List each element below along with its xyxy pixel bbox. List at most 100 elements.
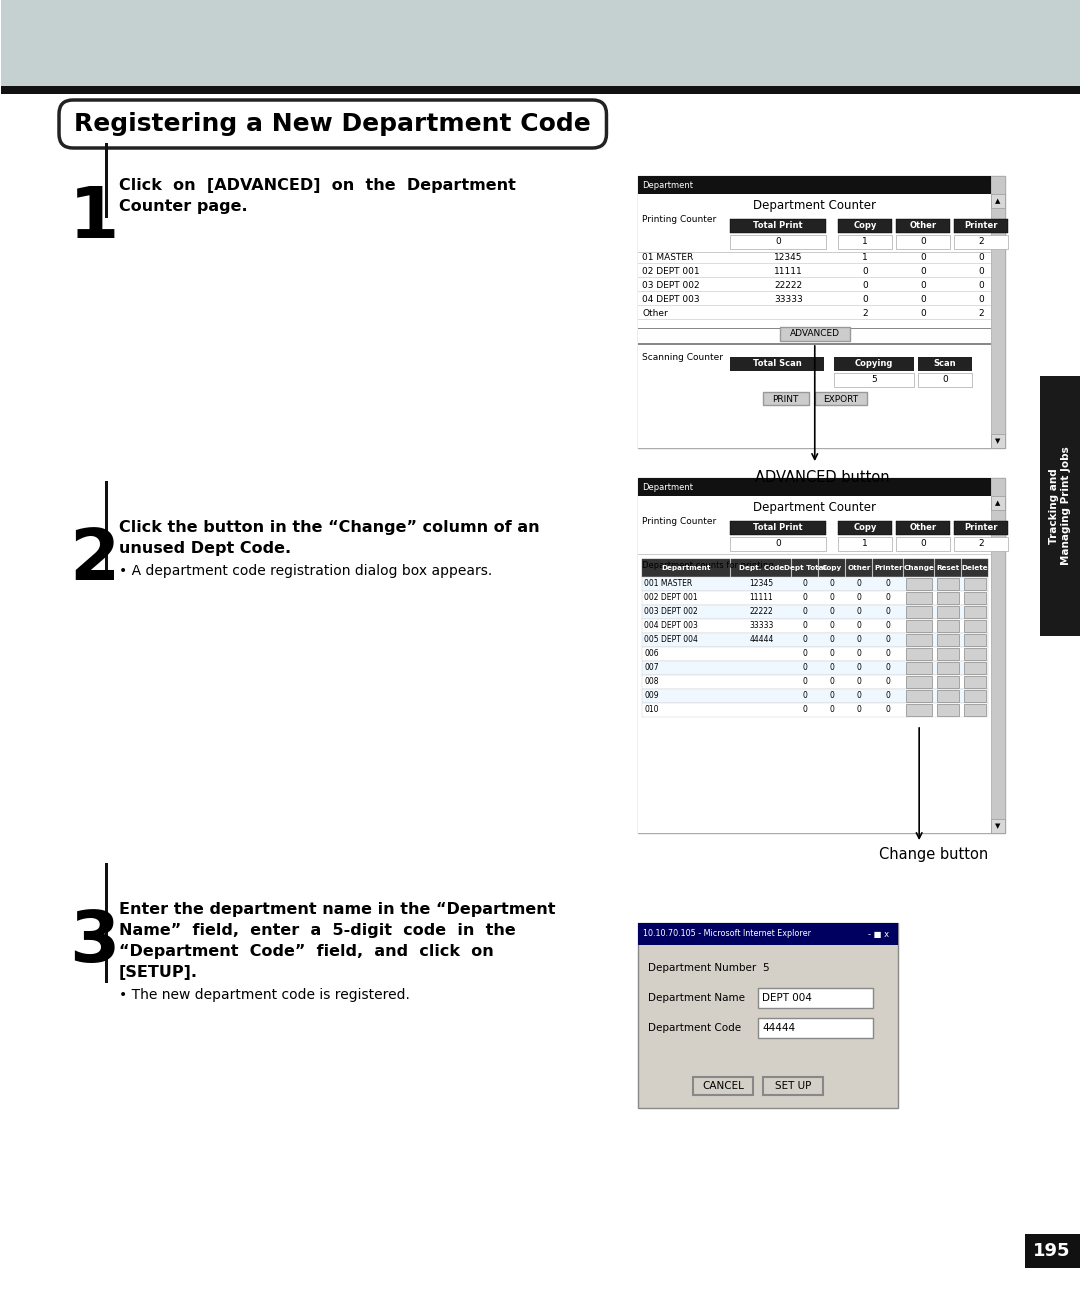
Text: Department Code: Department Code	[648, 1023, 742, 1033]
Bar	[105, 481, 108, 575]
Text: 11111: 11111	[750, 594, 773, 603]
Text: 0: 0	[802, 579, 808, 588]
Bar	[643, 661, 988, 675]
Bar	[730, 356, 824, 371]
Bar	[643, 647, 988, 661]
Bar	[764, 1077, 823, 1095]
Text: 0: 0	[856, 649, 862, 658]
Text: 0: 0	[775, 237, 781, 246]
Text: 12345: 12345	[750, 579, 773, 588]
Text: Printer: Printer	[964, 524, 998, 533]
Text: 01 MASTER: 01 MASTER	[643, 253, 693, 262]
Bar	[838, 219, 892, 233]
Text: 0: 0	[886, 692, 891, 701]
Text: 0: 0	[862, 280, 868, 289]
Text: ▼: ▼	[996, 823, 1001, 829]
Text: 5: 5	[872, 376, 877, 385]
Text: 0: 0	[829, 678, 835, 687]
Text: 0: 0	[856, 705, 862, 714]
Bar	[643, 577, 988, 591]
Bar	[906, 648, 932, 660]
Bar	[814, 391, 867, 404]
Text: ▼: ▼	[996, 438, 1001, 445]
Text: 0: 0	[978, 294, 984, 303]
Text: Enter the department name in the “Department: Enter the department name in the “Depart…	[119, 902, 555, 918]
Bar	[964, 592, 986, 604]
Bar	[937, 592, 959, 604]
Text: 0: 0	[856, 622, 862, 630]
Text: 3: 3	[69, 908, 120, 977]
Bar	[918, 356, 972, 371]
Bar	[896, 219, 950, 233]
Bar	[937, 662, 959, 674]
Bar	[906, 607, 932, 618]
Bar	[991, 478, 1005, 833]
Bar	[937, 607, 959, 618]
Text: Other: Other	[643, 308, 669, 318]
Bar	[758, 1017, 874, 1038]
Bar	[964, 689, 986, 702]
Text: PRINT: PRINT	[772, 394, 799, 403]
Bar	[991, 434, 1005, 448]
Text: 0: 0	[802, 692, 808, 701]
Bar	[638, 343, 991, 345]
Bar	[964, 619, 986, 632]
Text: Reset: Reset	[936, 565, 960, 572]
Text: 005 DEPT 004: 005 DEPT 004	[645, 635, 699, 644]
Bar	[838, 521, 892, 535]
Text: 002 DEPT 001: 002 DEPT 001	[645, 594, 698, 603]
Text: 22222: 22222	[774, 280, 802, 289]
Text: 195: 195	[1034, 1242, 1070, 1260]
Text: Dept. Code: Dept. Code	[739, 565, 784, 572]
Bar	[834, 373, 914, 388]
Text: 0: 0	[978, 280, 984, 289]
Text: 0: 0	[802, 705, 808, 714]
Text: 2: 2	[978, 539, 984, 548]
Text: 0: 0	[802, 678, 808, 687]
Bar	[643, 619, 988, 632]
Text: Click the button in the “Change” column of an: Click the button in the “Change” column …	[119, 520, 540, 535]
Text: 11111: 11111	[774, 267, 802, 276]
Bar	[935, 559, 961, 577]
Text: ADVANCED button: ADVANCED button	[755, 470, 890, 486]
Bar	[964, 704, 986, 715]
Text: ▲: ▲	[996, 198, 1001, 203]
Bar	[906, 592, 932, 604]
Bar	[964, 662, 986, 674]
Text: 0: 0	[856, 594, 862, 603]
Bar	[838, 235, 892, 249]
Bar	[834, 356, 914, 371]
Text: Other: Other	[848, 565, 870, 572]
Text: 0: 0	[802, 622, 808, 630]
Text: Change: Change	[904, 565, 934, 572]
Text: unused Dept Code.: unused Dept Code.	[119, 540, 292, 556]
Text: Department Counter: Department Counter	[753, 200, 876, 213]
Bar	[730, 219, 826, 233]
Text: Department Name: Department Name	[648, 993, 745, 1003]
Text: 0: 0	[856, 635, 862, 644]
Text: 0: 0	[802, 594, 808, 603]
Text: Delete: Delete	[962, 565, 988, 572]
FancyBboxPatch shape	[59, 100, 607, 148]
Text: 0: 0	[920, 539, 926, 548]
Bar	[896, 235, 950, 249]
Bar	[638, 176, 991, 194]
Bar	[937, 689, 959, 702]
Text: 0: 0	[886, 594, 891, 603]
Text: 2: 2	[863, 308, 868, 318]
Bar	[642, 945, 895, 1105]
Bar	[643, 675, 988, 689]
Bar	[693, 1077, 754, 1095]
Text: 0: 0	[942, 376, 948, 385]
Text: - ■ x: - ■ x	[868, 929, 889, 938]
Text: 0: 0	[829, 649, 835, 658]
Bar	[105, 143, 108, 218]
Text: 0: 0	[920, 308, 926, 318]
Text: Registering a New Department Code: Registering a New Department Code	[75, 111, 591, 136]
Text: 0: 0	[856, 692, 862, 701]
Text: Printing Counter: Printing Counter	[643, 215, 717, 224]
Text: 008: 008	[645, 678, 659, 687]
Bar	[847, 559, 873, 577]
Text: 006: 006	[645, 649, 659, 658]
Bar	[874, 559, 903, 577]
